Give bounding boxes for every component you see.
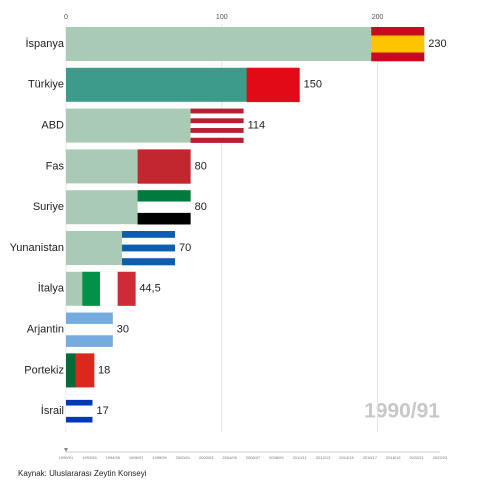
flag-stripe	[75, 353, 85, 388]
flag-stripe	[122, 231, 176, 239]
flag-stripe	[190, 113, 244, 119]
value-label: 18	[98, 364, 110, 376]
flag-stripe	[371, 27, 425, 36]
source: Kaynak: Uluslararası Zeytin Konseyi	[18, 469, 147, 478]
y-tick-label: İspanya	[25, 37, 64, 50]
flag-stripe	[246, 67, 300, 103]
timeline-label: 2002/03	[199, 455, 214, 460]
bar	[66, 27, 425, 61]
value-label: 17	[96, 405, 108, 417]
flag	[246, 67, 300, 103]
x-tick-label: 0	[64, 14, 68, 21]
flag	[122, 231, 176, 266]
flag-stripe	[66, 394, 93, 401]
flag-stripe	[66, 323, 113, 336]
y-tick-label: ABD	[41, 120, 64, 132]
flag	[190, 108, 244, 143]
flag-stripe	[371, 35, 425, 45]
flag-stripe	[122, 244, 176, 252]
flag-stripe	[66, 422, 93, 429]
flag-stripe	[137, 201, 191, 214]
flag	[66, 394, 93, 429]
timeline-label: 2004/05	[222, 455, 237, 460]
flag-stripe	[66, 353, 76, 388]
flag-stripe	[190, 137, 244, 143]
flag-stripe	[66, 411, 93, 418]
value-label: 230	[428, 38, 446, 50]
flag-stripe	[137, 149, 191, 184]
flag-stripe	[190, 108, 244, 114]
x-tick-label: 200	[372, 14, 384, 21]
value-label: 80	[195, 201, 207, 213]
timeline-label: 1996/97	[129, 455, 144, 460]
y-tick-label: Portekiz	[24, 364, 64, 376]
timeline-label: 1994/95	[106, 455, 121, 460]
flag-stripe	[82, 271, 101, 306]
flag-stripe	[122, 258, 176, 266]
flag-stripe	[66, 399, 93, 406]
value-label: 30	[117, 324, 129, 336]
flag	[66, 353, 95, 388]
flag-stripe	[190, 118, 244, 124]
flag	[371, 27, 425, 62]
flag	[137, 190, 191, 225]
x-tick-label: 100	[216, 14, 228, 21]
value-label: 150	[304, 79, 322, 91]
y-tick-label: Türkiye	[28, 79, 64, 91]
flag-stripe	[137, 212, 191, 225]
flag-stripe	[190, 132, 244, 139]
flag-stripe	[99, 271, 118, 306]
y-tick-label: Suriye	[33, 201, 64, 213]
timeline-label: 2022/23	[433, 455, 448, 460]
flag-stripe	[66, 405, 93, 412]
flag-stripe	[137, 190, 191, 202]
y-tick-label: Arjantin	[27, 324, 64, 336]
y-tick-label: Fas	[46, 160, 65, 172]
timeline-label: 2012/13	[316, 455, 331, 460]
timeline-label: 2018/19	[386, 455, 401, 460]
flag-stripe	[66, 335, 113, 347]
value-label: 114	[248, 120, 266, 132]
timeline-label: 2010/11	[293, 455, 308, 460]
y-tick-label: Yunanistan	[10, 242, 64, 254]
timeline-label: 1998/99	[152, 455, 167, 460]
timeline-label: 2000/01	[176, 455, 191, 460]
flag-stripe	[122, 251, 176, 259]
value-label: 80	[195, 160, 207, 172]
y-tick-label: İsrail	[41, 404, 64, 417]
y-tick-label: İtalya	[38, 282, 65, 295]
flag-stripe	[66, 312, 113, 325]
timeline-label: 1992/93	[82, 455, 97, 460]
flag-stripe	[122, 237, 176, 245]
value-label: 70	[179, 242, 191, 254]
timeline-label: 2016/17	[363, 455, 378, 460]
flag-stripe	[371, 52, 425, 62]
timeline-label: 2006/07	[246, 455, 261, 460]
flag-stripe	[84, 353, 95, 388]
flag-stripe	[371, 44, 425, 53]
flag-stripe	[190, 128, 244, 134]
flag-stripe	[66, 416, 93, 423]
timeline-label: 2020/21	[409, 455, 424, 460]
timeline-label: 1990/91	[59, 455, 74, 460]
timeline-label: 2008/09	[269, 455, 284, 460]
period-label: 1990/91	[364, 400, 440, 423]
flag	[137, 149, 191, 184]
flag	[66, 312, 113, 347]
timeline-label: 2014/15	[339, 455, 354, 460]
timeline-marker	[64, 448, 68, 452]
flag-stripe	[117, 271, 136, 306]
flag-stripe	[190, 123, 244, 129]
value-label: 44,5	[139, 283, 160, 295]
flag	[82, 271, 136, 306]
